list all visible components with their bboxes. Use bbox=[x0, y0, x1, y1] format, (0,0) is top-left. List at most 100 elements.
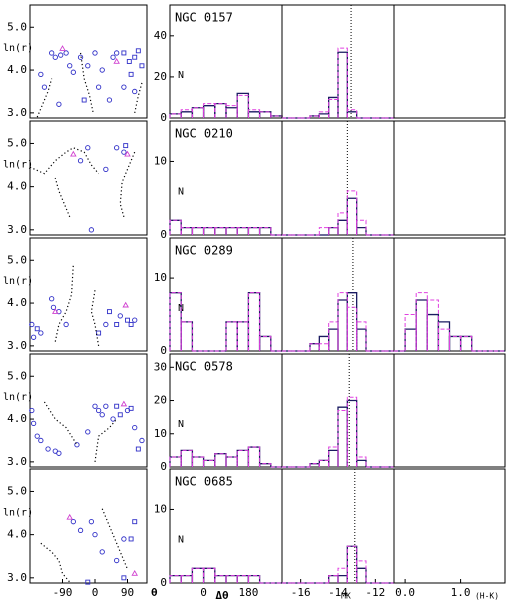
histogram-bin bbox=[202, 567, 216, 583]
point bbox=[125, 317, 130, 323]
panel-frame bbox=[393, 468, 506, 584]
point bbox=[70, 150, 77, 157]
histogram-bin bbox=[191, 456, 205, 467]
histogram-bin bbox=[337, 406, 348, 467]
histogram-bin bbox=[247, 292, 261, 351]
histogram-bin bbox=[356, 567, 367, 583]
point bbox=[106, 309, 112, 315]
panel-frame bbox=[281, 468, 395, 584]
y-tick-label: 10 bbox=[154, 427, 167, 440]
point bbox=[63, 50, 69, 56]
panel-frame bbox=[393, 120, 506, 236]
histogram-bin bbox=[337, 292, 348, 351]
y-tick-label: 3.0 bbox=[7, 455, 27, 468]
boundary-curve bbox=[54, 264, 74, 342]
point bbox=[56, 450, 62, 456]
point bbox=[85, 63, 91, 69]
point bbox=[114, 50, 120, 56]
histogram-bin bbox=[337, 47, 348, 118]
histogram-bin bbox=[191, 107, 205, 118]
histogram-bin bbox=[337, 51, 348, 118]
histogram-bin bbox=[247, 109, 261, 118]
x-tick-label: -12 bbox=[365, 586, 385, 599]
histogram-bin bbox=[460, 335, 473, 351]
histogram-bin bbox=[346, 190, 358, 235]
y-tick-label: 0 bbox=[160, 344, 167, 357]
histogram-bin bbox=[202, 226, 216, 235]
point bbox=[103, 403, 109, 409]
point bbox=[70, 69, 76, 75]
histogram-bin bbox=[259, 227, 272, 235]
histogram-bin bbox=[337, 410, 348, 467]
histogram-bin bbox=[426, 313, 440, 351]
point bbox=[132, 317, 138, 323]
point bbox=[38, 437, 44, 444]
histogram-bin bbox=[225, 227, 238, 235]
point bbox=[38, 330, 44, 336]
point bbox=[45, 446, 51, 452]
point bbox=[103, 166, 109, 173]
y-tick-label: 4.0 bbox=[7, 412, 27, 425]
point bbox=[113, 57, 120, 64]
point bbox=[41, 84, 48, 90]
histogram-bin bbox=[309, 343, 320, 351]
point bbox=[132, 519, 138, 525]
histogram-bin bbox=[404, 314, 417, 351]
panel-frame bbox=[393, 4, 506, 119]
histogram-bin bbox=[203, 227, 216, 235]
point bbox=[128, 536, 134, 542]
point bbox=[121, 149, 127, 155]
histogram-bin bbox=[247, 446, 261, 467]
boundary-curve bbox=[134, 82, 143, 113]
histogram-bin bbox=[247, 292, 261, 351]
point bbox=[114, 145, 120, 151]
y-tick-label: 40 bbox=[154, 29, 167, 42]
histogram-bin bbox=[236, 94, 249, 118]
histogram-bin bbox=[214, 575, 227, 583]
boundary-curve bbox=[94, 418, 118, 462]
panel-frame bbox=[29, 237, 148, 352]
point bbox=[34, 433, 40, 439]
boundary-curve bbox=[90, 290, 100, 346]
histogram-bin bbox=[236, 449, 249, 467]
boundary-curve bbox=[29, 147, 100, 175]
y-axis-label: ln(r) bbox=[3, 159, 33, 170]
point bbox=[30, 334, 37, 340]
histogram-bin bbox=[225, 575, 238, 583]
point bbox=[99, 549, 105, 555]
histogram-bin bbox=[318, 459, 330, 467]
point bbox=[85, 145, 91, 151]
point bbox=[77, 527, 84, 533]
histogram-bin bbox=[191, 227, 205, 235]
histogram-bin bbox=[236, 321, 249, 351]
histogram-bin bbox=[346, 399, 358, 467]
histogram-bin bbox=[247, 446, 261, 467]
point bbox=[135, 48, 141, 54]
x-tick-label: -90 bbox=[53, 586, 73, 599]
point bbox=[70, 519, 76, 525]
histogram-bin bbox=[191, 107, 205, 118]
point bbox=[103, 321, 109, 328]
histogram-bin bbox=[247, 575, 261, 583]
histogram-bin bbox=[180, 109, 193, 118]
histogram-bin bbox=[214, 574, 227, 583]
histogram-bin bbox=[180, 449, 193, 467]
y-tick-label: 0 bbox=[160, 460, 167, 473]
histogram-bin bbox=[169, 575, 182, 583]
point bbox=[123, 143, 129, 149]
point bbox=[52, 54, 58, 60]
histogram-bin bbox=[437, 321, 451, 351]
histogram-bin bbox=[202, 459, 216, 467]
histogram-bin bbox=[258, 111, 272, 118]
histogram-bin bbox=[247, 111, 261, 118]
x-tick-label: 1.0 bbox=[451, 586, 471, 599]
histogram-bin bbox=[191, 456, 205, 467]
histogram-bin bbox=[356, 321, 367, 351]
point bbox=[110, 416, 116, 422]
panel-title: NGC 0289 bbox=[175, 244, 233, 258]
point bbox=[128, 71, 134, 77]
histogram-bin bbox=[236, 227, 249, 235]
histogram-bin bbox=[180, 574, 194, 583]
point bbox=[128, 322, 134, 327]
histogram-bin bbox=[259, 335, 272, 351]
